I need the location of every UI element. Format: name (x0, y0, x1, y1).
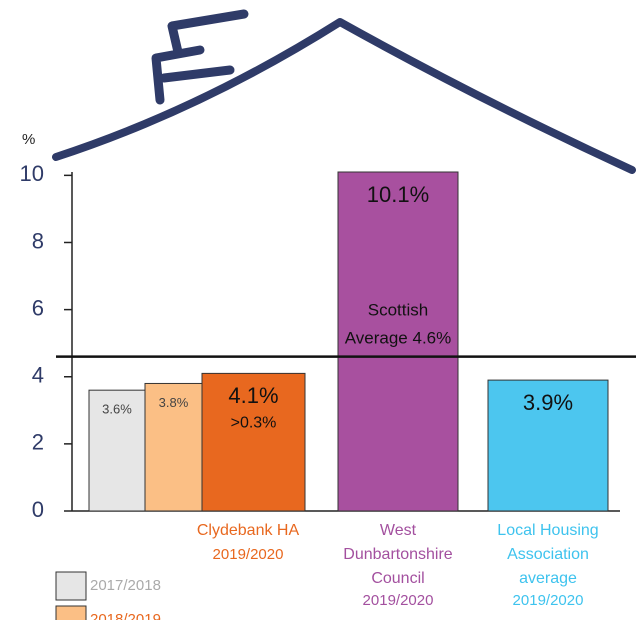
value-label: 4.1% (228, 383, 278, 408)
value-note: >0.3% (231, 415, 277, 432)
bar (487, 379, 609, 512)
group-label: Association (507, 546, 589, 563)
legend-label: 2017/2018 (90, 577, 161, 594)
y-tick-label: 8 (32, 228, 44, 253)
value-label: 3.8% (159, 395, 189, 410)
value-label: 3.9% (523, 390, 573, 415)
legend-swatch (55, 605, 87, 620)
y-tick-label: 2 (32, 430, 44, 455)
group-label: Clydebank HA (197, 522, 300, 539)
y-tick-label: 0 (32, 497, 44, 522)
y-unit: % (22, 131, 35, 148)
bar (337, 171, 459, 512)
bar (201, 372, 306, 512)
reference-label: Scottish (368, 300, 428, 319)
y-tick-label: 4 (32, 363, 44, 388)
group-period: 2019/2020 (363, 592, 434, 609)
value-label: 3.6% (102, 402, 132, 417)
group-label: average (519, 570, 577, 587)
value-label: 10.1% (367, 182, 429, 207)
group-period: 2019/2020 (513, 592, 584, 609)
bar (88, 389, 146, 512)
group-period: 2019/2020 (213, 546, 284, 563)
y-tick-label: 10 (20, 161, 44, 186)
legend-swatch (55, 571, 87, 601)
group-label: West (380, 522, 417, 539)
legend-label: 2018/2019 (90, 611, 161, 620)
group-label: Council (371, 570, 424, 587)
reference-label: Average 4.6% (345, 328, 451, 347)
group-label: Dunbartonshire (343, 546, 453, 563)
bar (144, 382, 203, 512)
house-roof (52, 9, 636, 174)
group-label: Local Housing (497, 522, 598, 539)
y-tick-label: 6 (32, 295, 44, 320)
